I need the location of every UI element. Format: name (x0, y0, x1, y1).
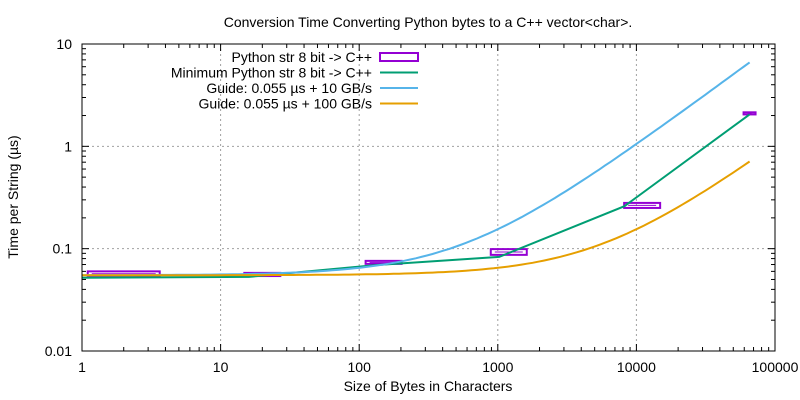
box-mark (489, 248, 528, 256)
legend-label: Python str 8 bit -> C++ (232, 49, 372, 65)
y-tick-label: 1 (64, 138, 72, 154)
x-tick-label: 1 (78, 359, 86, 375)
x-axis-label: Size of Bytes in Characters (344, 378, 513, 394)
y-tick-label: 0.01 (45, 343, 72, 359)
plot-series (81, 61, 757, 279)
legend-label: Guide: 0.055 µs + 10 GB/s (206, 80, 372, 96)
y-tick-label: 10 (56, 36, 72, 52)
grid (82, 44, 775, 351)
series-line (81, 113, 751, 279)
axis-ticks: 1 10 100 1000 10000 100000 0.01 0.1 1 10 (45, 36, 799, 375)
series-line (81, 61, 751, 277)
x-tick-label: 100 (348, 359, 372, 375)
legend: Python str 8 bit -> C++Minimum Python st… (171, 49, 419, 112)
legend-swatch (379, 52, 419, 62)
legend-label: Minimum Python str 8 bit -> C++ (171, 65, 372, 81)
x-tick-label: 10 (213, 359, 229, 375)
chart-title: Conversion Time Converting Python bytes … (224, 14, 633, 30)
x-tick-label: 10000 (617, 359, 656, 375)
series-line (82, 160, 751, 277)
legend-label: Guide: 0.055 µs + 100 GB/s (199, 96, 372, 112)
x-tick-label: 100000 (752, 359, 799, 375)
x-tick-label: 1000 (482, 359, 513, 375)
plot-frame (81, 43, 776, 352)
y-axis-label: Time per String (µs) (5, 135, 21, 258)
y-tick-label: 0.1 (53, 241, 73, 257)
